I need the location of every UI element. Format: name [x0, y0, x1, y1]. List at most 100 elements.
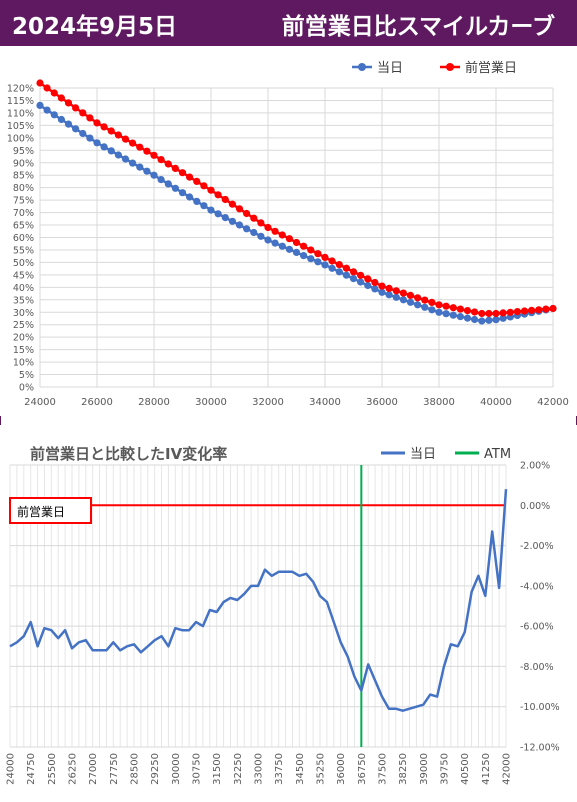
chart1-point-0: [428, 306, 436, 314]
chart1-x-tick-label: 42000: [537, 397, 569, 408]
chart1-point-0: [392, 293, 400, 301]
chart1-y-tick-label: 85%: [13, 171, 34, 182]
chart2-x-tick-label: 33000: [254, 753, 265, 785]
chart1-point-1: [271, 227, 279, 235]
chart1-point-1: [364, 275, 372, 283]
chart1-x-tick-label: 26000: [81, 397, 113, 408]
chart1-point-1: [307, 246, 315, 254]
chart1-y-tick-label: 90%: [13, 158, 34, 169]
chart1-point-1: [36, 79, 44, 87]
chart1-point-0: [335, 268, 343, 276]
chart1-point-1: [392, 287, 400, 295]
chart2-x-tick-label: 29250: [150, 753, 161, 785]
chart2-x-tick-label: 38250: [398, 753, 409, 785]
chart1-point-1: [378, 282, 386, 290]
chart1-point-1: [157, 156, 165, 164]
chart1-point-0: [79, 129, 87, 138]
chart1-y-tick-label: 115%: [7, 96, 34, 107]
chart2-y-tick-label: -6.00%: [520, 622, 554, 633]
chart1-point-1: [371, 278, 379, 287]
chart1-y-tick-label: 60%: [13, 233, 34, 244]
chart1-point-0: [364, 281, 372, 290]
chart1-point-0: [271, 239, 279, 247]
chart1-point-0: [456, 313, 464, 321]
chart1-x-tick-labels: 24000 26000 28000 30000 32000 34000 36000 38000…: [24, 397, 569, 408]
chart2-x-tick-labels: 24000 24750 25500 26250 27000 27750 28500 29250…: [6, 753, 513, 785]
chart1-point-1: [300, 242, 308, 250]
chart1-point-0: [221, 214, 229, 222]
chart1-point-1: [471, 308, 479, 316]
chart1-y-tick-label: 10%: [13, 358, 34, 369]
chart1-point-0: [178, 189, 187, 197]
chart1-point-1: [136, 143, 144, 151]
chart1-x-tick-label: 32000: [252, 397, 284, 408]
chart2-y-tick-label: 2.00%: [520, 461, 550, 472]
chart1-point-0: [193, 197, 201, 205]
chart1-point-0: [378, 288, 386, 296]
chart1-point-1: [449, 304, 457, 312]
chart1-gridlines: [39, 87, 554, 388]
chart1-point-0: [50, 111, 58, 119]
chart1-point-1: [264, 223, 272, 232]
chart1-point-1: [107, 127, 115, 135]
chart1-point-1: [357, 271, 365, 279]
chart2-series: [9, 465, 508, 747]
chart1-point-0: [100, 143, 108, 151]
chart1-point-0: [285, 245, 293, 253]
chart1-point-1: [406, 291, 415, 299]
chart2-x-tick-label: 42000: [502, 753, 513, 785]
chart2-x-tick-label: 28500: [130, 753, 141, 785]
chart1-point-0: [471, 315, 479, 324]
chart1-point-1: [235, 205, 244, 213]
chart1-point-0: [414, 301, 422, 309]
chart1-y-tick-label: 120%: [7, 84, 34, 95]
chart2-x-tick-label: 26250: [68, 753, 79, 785]
chart1-point-1: [478, 309, 486, 318]
chart1-y-tick-labels: 0% 5%10% 15%20% 25%30% 35%40% 45%50% 55%60%65%…: [7, 84, 34, 394]
chart1-point-0: [186, 193, 194, 201]
chart1-y-tick-label: 35%: [13, 295, 34, 306]
chart1-point-1: [79, 109, 87, 117]
chart1-point-1: [200, 182, 208, 190]
chart1-point-1: [86, 114, 94, 122]
chart2-x-tick-label: 36750: [357, 753, 368, 785]
chart1-point-1: [549, 304, 557, 313]
chart2-x-tick-label: 40500: [460, 753, 471, 785]
chart2-annotation: 前営業日: [9, 497, 92, 524]
chart1-point-0: [499, 314, 507, 322]
chart1-point-1: [243, 209, 251, 218]
chart1-point-1: [314, 250, 322, 258]
chart1-point-0: [357, 278, 365, 286]
chart1-point-1: [520, 307, 529, 315]
chart1-x-tick-label: 24000: [24, 397, 56, 408]
chart1-point-1: [178, 169, 187, 177]
chart2-background: [0, 425, 577, 802]
chart2-x-tick-label: 25500: [47, 753, 58, 785]
chart1-point-0: [478, 317, 486, 325]
chart1-point-1: [186, 173, 194, 181]
chart1-point-0: [264, 236, 272, 244]
chart1-point-1: [528, 306, 536, 314]
chart1-point-0: [57, 115, 65, 124]
chart1-point-1: [278, 231, 286, 239]
chart1-point-1: [221, 195, 229, 204]
chart2-legend-label-0: 当日: [410, 447, 436, 462]
chart1-point-1: [535, 306, 543, 314]
chart1-point-0: [228, 217, 236, 225]
smile-curve-chart: 0% 5%10% 15%20% 25%30% 35%40% 45%50% 55%60%65%…: [0, 46, 577, 416]
chart1-x-tick-label: 30000: [195, 397, 227, 408]
chart1-point-0: [164, 180, 172, 188]
chart1-point-1: [485, 309, 493, 318]
chart1-point-1: [143, 147, 151, 155]
chart2-gridlines: [9, 464, 507, 748]
chart2-x-tick-label: 33750: [274, 753, 285, 785]
chart1-point-0: [385, 291, 393, 299]
chart1-y-tick-label: 5%: [19, 370, 34, 381]
chart1-point-0: [349, 275, 358, 283]
chart1-y-tick-label: 110%: [7, 108, 34, 119]
chart2-y-tick-label: 0.00%: [520, 501, 550, 512]
chart1-point-0: [314, 258, 322, 266]
chart2-x-tick-label: 24750: [26, 753, 37, 785]
chart1-point-1: [513, 308, 522, 316]
chart1-point-1: [150, 151, 158, 159]
